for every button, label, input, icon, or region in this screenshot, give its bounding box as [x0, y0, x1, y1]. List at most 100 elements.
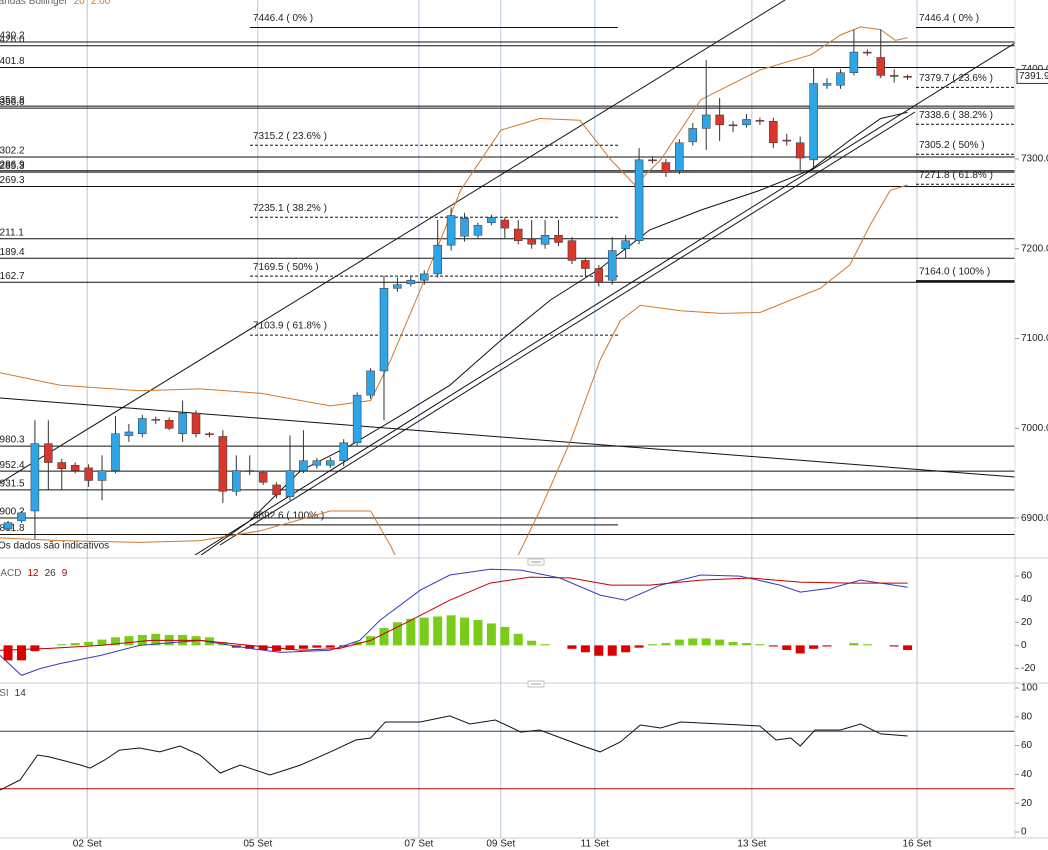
fib-label: 7103.9 ( 61.8% )	[253, 321, 327, 332]
y-tick-label: 20	[1021, 617, 1033, 628]
histogram-bar	[500, 626, 510, 646]
fib-label: 7235.1 ( 38.2% )	[253, 203, 327, 214]
title: Bandas Bollinger	[0, 0, 68, 7]
candle-body	[567, 240, 577, 261]
candle-body	[607, 250, 617, 281]
candle-body	[755, 120, 765, 122]
fib-label: 7169.5 ( 50% )	[253, 262, 319, 273]
last-price-box	[1016, 68, 1048, 84]
histogram-bar	[137, 634, 147, 646]
y-tick-label: 80	[1021, 711, 1033, 722]
histogram-bar	[648, 644, 657, 646]
histogram-bar	[540, 644, 550, 646]
histogram-bar	[433, 616, 443, 646]
level-label: 7286.9	[0, 159, 25, 170]
x-tick-label: 02 Set	[73, 839, 102, 850]
fib-label: 7446.4 ( 0% )	[919, 13, 979, 24]
candle-body	[178, 412, 187, 435]
level-label: 7358.8	[0, 95, 25, 106]
candle-body	[151, 419, 160, 421]
candle-body	[782, 139, 792, 142]
candle-body	[299, 460, 308, 471]
histogram-bar	[903, 645, 913, 650]
histogram-bar	[594, 645, 604, 656]
note: Os dados são indicativos	[0, 541, 109, 552]
candle-body	[742, 119, 751, 126]
histogram-bar	[70, 643, 80, 646]
candle-body	[258, 472, 268, 483]
histogram-bar	[715, 639, 725, 646]
histogram-bar	[849, 643, 859, 646]
y-tick-label: 60	[1021, 571, 1033, 582]
last-price-label: 7391.9	[1019, 71, 1048, 82]
histogram-bar	[57, 644, 67, 646]
histogram-bar	[728, 641, 738, 646]
fib-label: 7305.2 ( 50% )	[919, 140, 985, 151]
level-label: 7269.3	[0, 175, 25, 186]
histogram-bar	[782, 645, 792, 650]
candle-body	[903, 76, 912, 78]
indicator-line	[0, 576, 908, 651]
histogram-bar	[621, 645, 631, 653]
histogram-bar	[84, 641, 94, 646]
histogram-bar	[406, 618, 416, 646]
candle-body	[460, 217, 469, 237]
histogram-bar	[889, 645, 899, 647]
candle-body	[822, 83, 832, 86]
indicator-line	[0, 26, 908, 407]
histogram-bar	[527, 640, 537, 646]
histogram-bar	[30, 645, 40, 652]
fib-label: 7446.4 ( 0% )	[253, 13, 313, 24]
candle-body	[285, 470, 295, 497]
candle-body	[138, 418, 147, 435]
candle-body	[487, 217, 496, 223]
trend-line	[0, 0, 786, 484]
candle-body	[634, 159, 644, 241]
level-label: 7401.8	[0, 56, 25, 67]
candle-body	[701, 114, 711, 129]
candle-body	[661, 162, 671, 173]
candle-body	[809, 83, 818, 161]
candle-body	[849, 51, 859, 73]
candle-body	[272, 484, 281, 496]
param: 2.00	[91, 0, 111, 7]
param: 12	[27, 568, 39, 579]
histogram-bar	[325, 645, 335, 648]
fib-label: 7315.2 ( 23.6% )	[253, 131, 327, 142]
histogram-bar	[298, 645, 308, 649]
level-label: 6900.2	[0, 507, 25, 518]
candle-body	[245, 470, 254, 472]
candle-body	[97, 470, 107, 481]
histogram-bar	[741, 643, 751, 646]
candle-body	[339, 442, 348, 461]
candle-body	[366, 370, 375, 396]
fib-label: 7338.6 ( 38.2% )	[919, 110, 993, 121]
x-tick-label: 13 Set	[737, 839, 766, 850]
candle-body	[57, 462, 67, 470]
x-tick-label: 16 Set	[903, 839, 932, 850]
y-tick-label: 40	[1021, 769, 1033, 780]
x-tick-label: 05 Set	[243, 839, 272, 850]
level-label: 6881.8	[0, 523, 25, 534]
candle-body	[621, 240, 630, 250]
y-tick-label: 100	[1021, 683, 1038, 694]
resize-grip[interactable]	[527, 680, 545, 688]
y-tick-label: 0	[1021, 827, 1027, 838]
candle-body	[406, 279, 416, 285]
candle-body	[84, 467, 93, 481]
title: RSI	[0, 688, 9, 699]
resize-grip[interactable]	[527, 558, 545, 566]
histogram-bar	[16, 645, 26, 661]
y-tick-label: 40	[1021, 594, 1033, 605]
candle-body	[420, 273, 429, 281]
histogram-bar	[701, 638, 711, 646]
candle-body	[352, 394, 362, 443]
level-label: 7211.1	[0, 227, 24, 238]
indicator-line	[200, 111, 908, 555]
candle-body	[540, 235, 550, 245]
fib-label: 6892.6 ( 100% )	[253, 510, 324, 521]
level-label: 7162.7	[0, 271, 25, 282]
level-label: 6931.5	[0, 479, 25, 490]
histogram-bar	[809, 645, 819, 649]
